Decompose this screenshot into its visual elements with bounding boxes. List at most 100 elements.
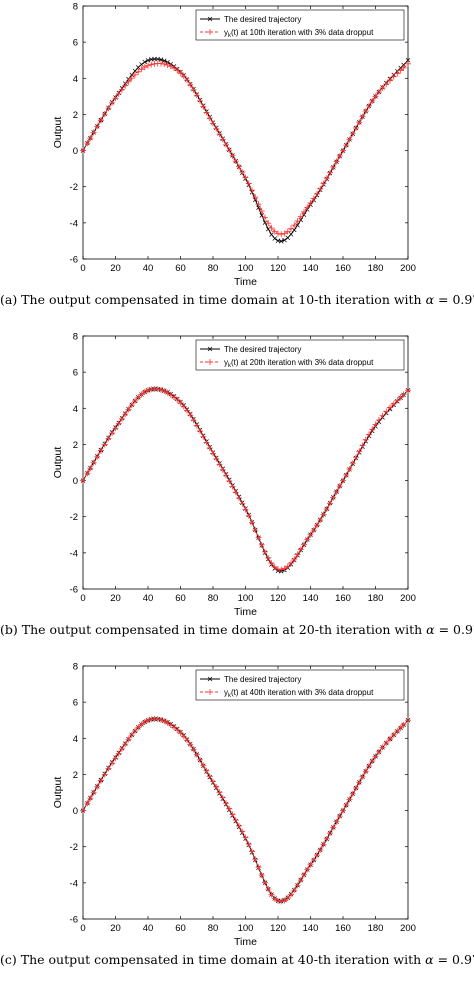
- output-marker: [184, 407, 190, 414]
- desired-marker: [139, 62, 144, 67]
- output-marker: [94, 453, 101, 460]
- output-marker: [249, 187, 255, 194]
- output-marker: [193, 751, 200, 758]
- legend-label-desired: The desired trajectory: [224, 345, 301, 354]
- output-marker: [180, 733, 187, 740]
- y-tick-label: 4: [73, 734, 78, 745]
- output-marker: [101, 441, 108, 448]
- output-marker: [171, 724, 177, 731]
- x-axis-label: Time: [234, 606, 257, 618]
- x-axis-label: Time: [234, 936, 257, 948]
- output-marker: [97, 777, 104, 784]
- output-marker: [249, 848, 255, 855]
- output-marker: [239, 500, 246, 507]
- output-marker: [346, 136, 353, 143]
- output-marker: [323, 835, 330, 842]
- y-tick-label: -6: [70, 255, 78, 266]
- legend-label-output: yk(t) at 10th iteration with 3% data dro…: [224, 28, 374, 39]
- output-marker: [105, 765, 112, 772]
- output-marker: [167, 391, 174, 398]
- desired-marker: [158, 57, 164, 62]
- y-tick-label: -6: [70, 585, 78, 596]
- caption-a-text: (a) The output compensated in time domai…: [0, 292, 426, 307]
- output-marker: [197, 97, 203, 104]
- output-marker: [278, 898, 285, 905]
- y-tick-label: 8: [73, 2, 78, 13]
- output-marker: [349, 790, 356, 797]
- output-marker: [112, 425, 119, 432]
- output-marker: [213, 783, 220, 790]
- output-marker: [115, 420, 122, 427]
- output-marker: [122, 741, 129, 748]
- plot-area: [82, 5, 409, 260]
- output-marker: [101, 771, 108, 778]
- caption-c-alpha: α: [425, 952, 434, 967]
- output-marker: [278, 231, 285, 238]
- output-marker: [200, 762, 207, 769]
- output-marker: [375, 417, 382, 424]
- output-marker: [268, 560, 275, 567]
- output-marker: [327, 169, 333, 176]
- desired-marker: [145, 58, 151, 63]
- output-marker: [216, 131, 223, 138]
- output-marker: [301, 871, 307, 878]
- output-marker: [105, 105, 112, 112]
- output-marker: [177, 69, 184, 76]
- caption-b-value: = 0.97: [438, 622, 474, 637]
- desired-marker: [285, 235, 290, 240]
- desired-marker: [132, 68, 138, 74]
- y-tick-label: -6: [70, 915, 78, 926]
- output-marker: [158, 386, 164, 393]
- desired-marker: [279, 238, 284, 244]
- x-tick-label: 0: [80, 593, 85, 604]
- y-axis-label: Output: [52, 447, 64, 479]
- y-tick-label: 6: [73, 368, 78, 379]
- output-marker: [252, 527, 259, 534]
- output-marker: [397, 67, 404, 74]
- output-marker: [400, 721, 407, 728]
- output-marker: [242, 506, 249, 513]
- x-tick-label: 20: [110, 923, 121, 934]
- output-marker: [255, 201, 262, 208]
- output-marker: [219, 466, 226, 473]
- output-marker: [288, 225, 294, 232]
- output-marker: [145, 717, 151, 724]
- legend-box: [195, 9, 405, 41]
- plot-area: [82, 335, 409, 590]
- output-marker: [187, 412, 194, 419]
- output-marker: [138, 66, 145, 73]
- output-marker: [167, 721, 174, 728]
- x-tick-label: 200: [400, 593, 416, 604]
- output-marker: [387, 735, 394, 742]
- desired-marker: [142, 59, 147, 65]
- output-marker: [223, 472, 229, 479]
- output-marker: [320, 511, 327, 518]
- caption-b-text: (b) The output compensated in time domai…: [0, 622, 427, 637]
- output-marker: [394, 70, 401, 77]
- output-marker: [255, 534, 262, 541]
- output-marker: [330, 164, 337, 171]
- output-marker: [275, 230, 281, 237]
- output-marker: [132, 71, 138, 78]
- x-tick-label: 160: [335, 923, 351, 934]
- caption-a-alpha: α: [425, 292, 435, 307]
- x-tick-label: 60: [175, 593, 186, 604]
- output-marker: [353, 785, 359, 792]
- output-marker: [262, 879, 268, 886]
- output-marker: [340, 147, 346, 154]
- y-tick-label: -2: [70, 182, 78, 193]
- output-marker: [340, 477, 346, 484]
- output-marker: [177, 729, 184, 736]
- chart-a: 0 20 40 60 80 100 120 140 160 180 200 -6 -4 -2 0 2 4 6 8 Ti…: [52, 2, 416, 289]
- output-marker: [184, 77, 190, 84]
- output-marker: [383, 740, 390, 747]
- output-marker: [206, 445, 213, 452]
- output-marker: [109, 99, 116, 106]
- output-marker: [101, 111, 108, 118]
- output-marker: [333, 818, 340, 825]
- output-marker: [304, 536, 311, 543]
- output-marker: [375, 89, 382, 96]
- output-marker: [379, 84, 386, 91]
- output-marker: [252, 194, 259, 201]
- output-marker: [128, 75, 135, 82]
